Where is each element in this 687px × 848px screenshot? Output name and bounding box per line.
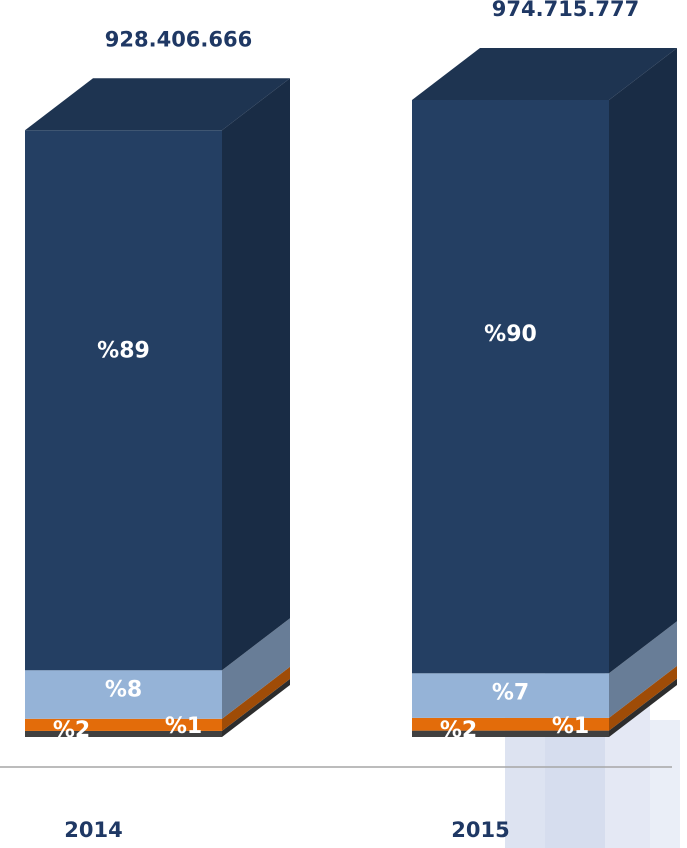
bar-top bbox=[412, 48, 677, 100]
total-label: 974.715.777 bbox=[492, 0, 639, 21]
data-label: %2 bbox=[53, 718, 90, 743]
bar-segment bbox=[412, 673, 609, 718]
bar-segment bbox=[412, 730, 609, 737]
bar-side bbox=[222, 666, 290, 731]
data-label: %1 bbox=[165, 714, 202, 739]
bar-side bbox=[609, 621, 677, 718]
data-label: %8 bbox=[105, 677, 142, 702]
bar-side bbox=[609, 48, 677, 674]
bar-segment bbox=[25, 670, 222, 719]
bar-segment bbox=[412, 717, 609, 731]
data-label: %90 bbox=[484, 322, 537, 347]
bar-top bbox=[25, 78, 290, 131]
x-tick-label: 2014 bbox=[64, 818, 122, 842]
data-label: %1 bbox=[552, 714, 589, 739]
bar-segment bbox=[412, 100, 609, 674]
data-label: %7 bbox=[492, 680, 529, 705]
bar-segment bbox=[25, 730, 222, 737]
total-label: 928.406.666 bbox=[105, 27, 252, 51]
x-tick-label: 2015 bbox=[451, 818, 509, 842]
bar-side bbox=[609, 665, 677, 731]
bar-side bbox=[609, 678, 677, 737]
data-label: %2 bbox=[440, 718, 477, 743]
bar-segment bbox=[25, 130, 222, 671]
bar-side bbox=[222, 618, 290, 719]
bar-side bbox=[222, 678, 290, 737]
bar-segment bbox=[25, 718, 222, 731]
data-label: %89 bbox=[97, 339, 150, 364]
bar-side bbox=[222, 78, 290, 671]
